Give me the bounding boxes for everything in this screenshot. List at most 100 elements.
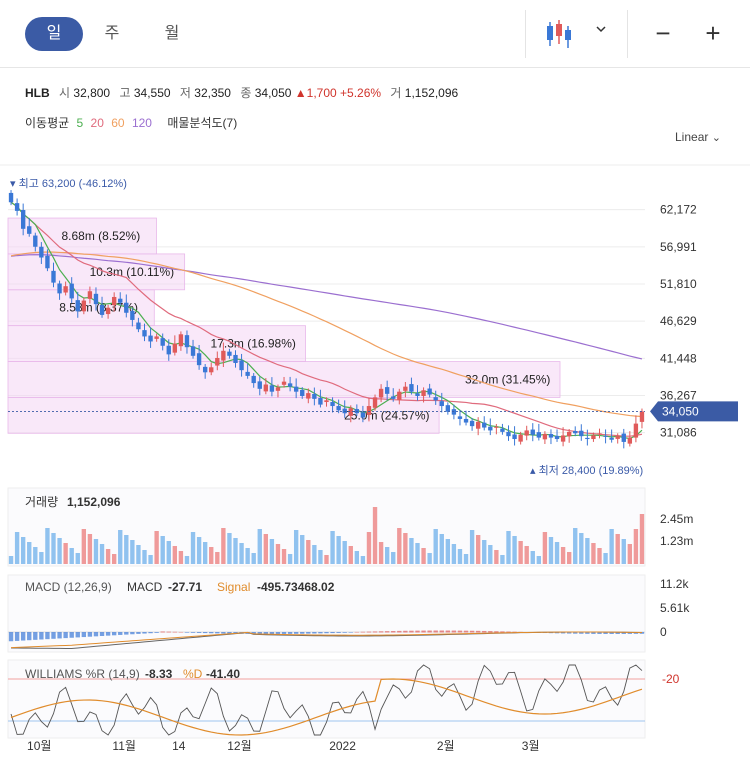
candle-body — [275, 387, 281, 391]
candle-body — [111, 296, 117, 306]
volume-bar — [342, 541, 347, 564]
candle-body — [184, 335, 190, 348]
candle-body — [245, 371, 250, 376]
volume-bar — [245, 548, 250, 564]
candle-body — [124, 302, 129, 313]
candle-body — [33, 235, 38, 247]
volume-bar — [554, 542, 560, 564]
williams-d-value: -41.40 — [206, 667, 240, 681]
candle-body — [591, 435, 596, 440]
macd-hist-bar — [609, 632, 614, 634]
zoom-out-button[interactable]: − — [655, 18, 671, 48]
candle-body — [287, 383, 293, 387]
macd-hist-bar — [615, 632, 620, 634]
last-price-tag — [650, 401, 738, 422]
macd-hist-bar — [397, 630, 402, 633]
macd-hist-bar — [81, 632, 87, 638]
macd-hist-bar — [281, 632, 287, 634]
macd-hist-bar — [500, 631, 505, 633]
candle-body — [87, 291, 93, 299]
volume-bar — [178, 551, 184, 564]
candle-body — [221, 350, 226, 361]
candle-body — [445, 405, 451, 412]
volume-bar — [409, 538, 414, 564]
macd-hist-bar — [215, 632, 220, 634]
candle-body — [500, 428, 505, 432]
volume-bar — [372, 507, 378, 564]
volume-bar — [336, 536, 341, 564]
volume-bar — [269, 539, 275, 564]
volume-bar — [391, 552, 396, 564]
candle-body — [433, 397, 438, 401]
y-tick-label: 41,448 — [660, 351, 697, 365]
toolbar-divider — [525, 10, 526, 58]
candle-body — [560, 435, 566, 442]
macd-hist-bar — [403, 630, 408, 633]
macd-hist-bar — [597, 632, 602, 634]
volume-bar — [621, 539, 626, 564]
volume-bar — [105, 549, 111, 564]
candle-body — [300, 389, 305, 396]
volume-profile-label: 17.3m (16.98%) — [211, 337, 296, 351]
macd-label: MACD — [127, 580, 163, 594]
volume-profile-label[interactable]: 매물분석도(7) — [167, 116, 238, 130]
volume-bar — [627, 544, 633, 564]
volume-bar — [51, 533, 56, 564]
macd-hist-bar — [603, 632, 608, 634]
sub-pane — [7, 487, 646, 567]
tab-month[interactable]: 월 — [164, 25, 180, 42]
chevron-down-icon: ⌄ — [711, 132, 721, 144]
volume-tick: 2.45m — [660, 512, 693, 526]
macd-hist-bar — [560, 632, 566, 634]
candle-body — [293, 386, 299, 392]
macd-hist-bar — [312, 632, 317, 634]
williams-title: WILLIAMS %R (14,9) — [25, 667, 140, 681]
candle-body — [196, 353, 202, 366]
candle-body — [269, 385, 275, 392]
volume-bar — [251, 553, 256, 564]
candle-body — [154, 336, 159, 339]
macd-hist-bar — [160, 631, 165, 633]
volume-bar — [494, 550, 499, 564]
macd-hist-bar — [360, 631, 366, 633]
candle-body — [263, 384, 269, 392]
candle-body — [397, 391, 402, 400]
candle-body — [227, 351, 232, 356]
volume-bar — [172, 546, 178, 564]
tab-day[interactable]: 일 — [25, 17, 83, 51]
signal-line — [11, 631, 642, 649]
candle-body — [384, 387, 390, 394]
candle-body — [306, 393, 311, 399]
volume-bar — [196, 537, 202, 564]
candle-body — [579, 430, 584, 437]
macd-hist-bar — [494, 631, 499, 633]
candle-body — [324, 400, 329, 403]
williams-r-value: -8.33 — [145, 667, 173, 681]
macd-hist-bar — [142, 632, 147, 634]
volume-bar — [530, 551, 535, 564]
candle-body — [506, 431, 511, 437]
candle-body — [548, 434, 554, 438]
macd-hist-bar — [178, 631, 184, 633]
quote-summary: HLB 시 32,800 고 34,550 저 32,350 종 34,050 … — [25, 84, 458, 101]
volume-bar — [518, 541, 523, 564]
candle-body — [518, 434, 523, 442]
volume-value: 1,152,096 — [404, 86, 459, 100]
macd-title: MACD (12,26,9) — [25, 580, 112, 594]
open-label: 시 — [59, 86, 71, 100]
volume-bar — [87, 534, 93, 564]
candle-body — [81, 300, 87, 312]
macd-hist-bar — [482, 630, 487, 633]
volume-bar — [403, 533, 408, 564]
tab-week[interactable]: 주 — [104, 25, 120, 42]
scale-select[interactable]: Linear ⌄ — [675, 130, 721, 144]
candle-body — [439, 401, 444, 407]
moving-average-label[interactable]: 이동평균 — [25, 116, 70, 130]
macd-hist-bar — [409, 630, 414, 633]
candle-body — [409, 384, 414, 392]
macd-hist-bar — [627, 632, 633, 634]
zoom-in-button[interactable]: + — [705, 18, 721, 48]
chart-type-select[interactable] — [538, 16, 618, 52]
candle-body — [378, 388, 384, 398]
